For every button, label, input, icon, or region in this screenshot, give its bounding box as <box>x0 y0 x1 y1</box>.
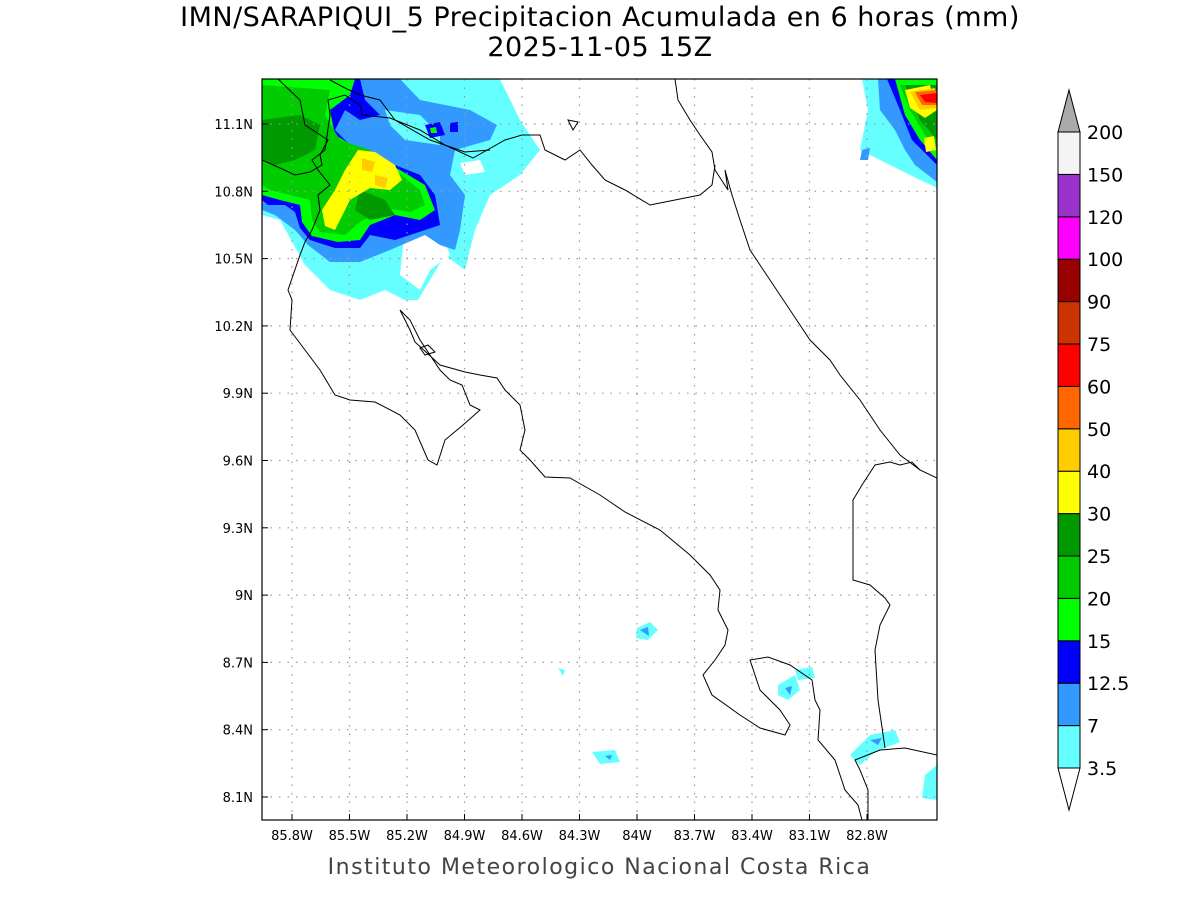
lat-tick-label: 9.3N <box>223 522 253 537</box>
colorbar-label: 100 <box>1087 249 1123 271</box>
caribbean-coastline <box>674 79 937 479</box>
colorbar-label: 20 <box>1087 588 1111 610</box>
colorbar-label: 25 <box>1087 546 1111 568</box>
precip-area-12.5 <box>450 122 458 132</box>
precip-area-7 <box>785 686 792 695</box>
colorbar-label: 12.5 <box>1087 673 1129 695</box>
nicaragua-border <box>299 94 716 256</box>
colorbar-swatch <box>1057 682 1081 727</box>
precip-area-3.5 <box>850 730 900 765</box>
colorbar-swatch <box>1057 343 1081 387</box>
lon-tick-label: 84W <box>622 829 652 844</box>
colorbar-label: 3.5 <box>1087 758 1117 780</box>
precip-area-25 <box>355 190 395 220</box>
colorbar-swatch <box>1057 216 1081 260</box>
nicaragua-border <box>329 79 491 153</box>
precip-area-30 <box>322 150 402 230</box>
lat-tick-label: 11.1N <box>214 118 253 133</box>
pacific-coastline <box>287 254 863 820</box>
precip-area-3.5 <box>795 667 815 680</box>
lon-tick-label: 84.3W <box>559 829 601 844</box>
map-grid <box>262 79 937 820</box>
lon-tick-label: 84.9W <box>444 829 486 844</box>
precip-area-40 <box>362 158 375 172</box>
panama-coastline <box>854 747 937 820</box>
colorbar-label: 150 <box>1087 164 1123 186</box>
lon-tick-label: 85.5W <box>329 829 371 844</box>
nicaragua-lake-shore <box>262 79 329 176</box>
precip-area-40 <box>375 175 388 188</box>
precip-area-7 <box>640 627 649 636</box>
lat-tick-label: 8.4N <box>223 724 253 739</box>
precip-area-3.5 <box>922 765 937 800</box>
lat-tick-label: 9.9N <box>223 387 253 402</box>
lat-tick-label: 8.7N <box>223 656 253 671</box>
coastlines <box>262 79 937 820</box>
colorbar-swatch <box>1057 555 1081 599</box>
precip-area-30 <box>924 136 936 152</box>
map-title: IMN/SARAPIQUI_5 Precipitacion Acumulada … <box>180 2 1020 33</box>
precip-area-60 <box>920 93 937 103</box>
colorbar-label: 40 <box>1087 461 1111 483</box>
colorbar-label: 30 <box>1087 504 1111 526</box>
colorbar-label: 200 <box>1087 122 1123 144</box>
colorbar-label: 15 <box>1087 631 1111 653</box>
colorbar-swatch <box>1057 513 1081 557</box>
axis-ticks: 85.8W 85.5W 85.2W 84.9W 84.6W 84.3W 84W 83.7W 83… <box>214 118 888 844</box>
precip-area-7 <box>605 755 612 760</box>
precip-area-15 <box>430 127 437 133</box>
lon-tick-label: 84.6W <box>501 829 543 844</box>
map-subtitle: 2025-11-05 15Z <box>487 32 713 63</box>
costa-rica-panama-border <box>852 461 921 749</box>
lat-tick-label: 9.6N <box>223 455 253 470</box>
colorbar-swatch <box>1057 385 1081 430</box>
precip-fields <box>262 79 937 800</box>
colorbar-label: 75 <box>1087 334 1111 356</box>
colorbar-under-arrow <box>1057 767 1081 812</box>
colorbar-over-arrow <box>1057 88 1081 133</box>
precip-area-3.5 <box>558 668 565 676</box>
lon-tick-label: 83.7W <box>674 829 716 844</box>
lon-tick-label: 83.1W <box>789 829 831 844</box>
lake-islet <box>567 119 579 132</box>
precip-area-25 <box>262 115 320 165</box>
lon-tick-label: 82.8W <box>846 829 888 844</box>
colorbar-label: 90 <box>1087 292 1111 314</box>
map-frame <box>261 78 938 821</box>
colorbar-swatch <box>1057 301 1081 345</box>
colorbar-label: 60 <box>1087 376 1111 398</box>
colorbar-label: 120 <box>1087 207 1123 229</box>
colorbar-swatch <box>1057 428 1081 472</box>
colorbar-swatch <box>1057 173 1081 218</box>
lat-tick-label: 10.2N <box>214 320 253 335</box>
lat-tick-label: 8.1N <box>223 791 253 806</box>
colorbar: 3.5 7 12.5 15 20 25 30 40 50 60 75 90 100 120 150 200 <box>1057 88 1129 812</box>
colorbar-label: 7 <box>1087 716 1099 738</box>
credit-text: Instituto Meteorologico Nacional Costa R… <box>327 855 872 880</box>
island <box>419 344 436 356</box>
precip-area-7 <box>870 738 882 745</box>
lat-tick-label: 9N <box>235 589 253 604</box>
colorbar-swatch <box>1057 640 1081 684</box>
precip-area-3.5 <box>592 750 620 764</box>
colorbar-swatch <box>1057 258 1081 303</box>
lon-tick-label: 85.8W <box>271 829 313 844</box>
lat-tick-label: 10.8N <box>214 185 253 200</box>
colorbar-label: 50 <box>1087 419 1111 441</box>
colorbar-swatch <box>1057 470 1081 515</box>
colorbar-swatch <box>1057 725 1081 769</box>
lat-tick-label: 10.5N <box>214 253 253 268</box>
colorbar-swatch <box>1057 131 1081 175</box>
lon-tick-label: 85.2W <box>386 829 428 844</box>
colorbar-swatch <box>1057 597 1081 642</box>
lon-tick-label: 83.4W <box>731 829 773 844</box>
